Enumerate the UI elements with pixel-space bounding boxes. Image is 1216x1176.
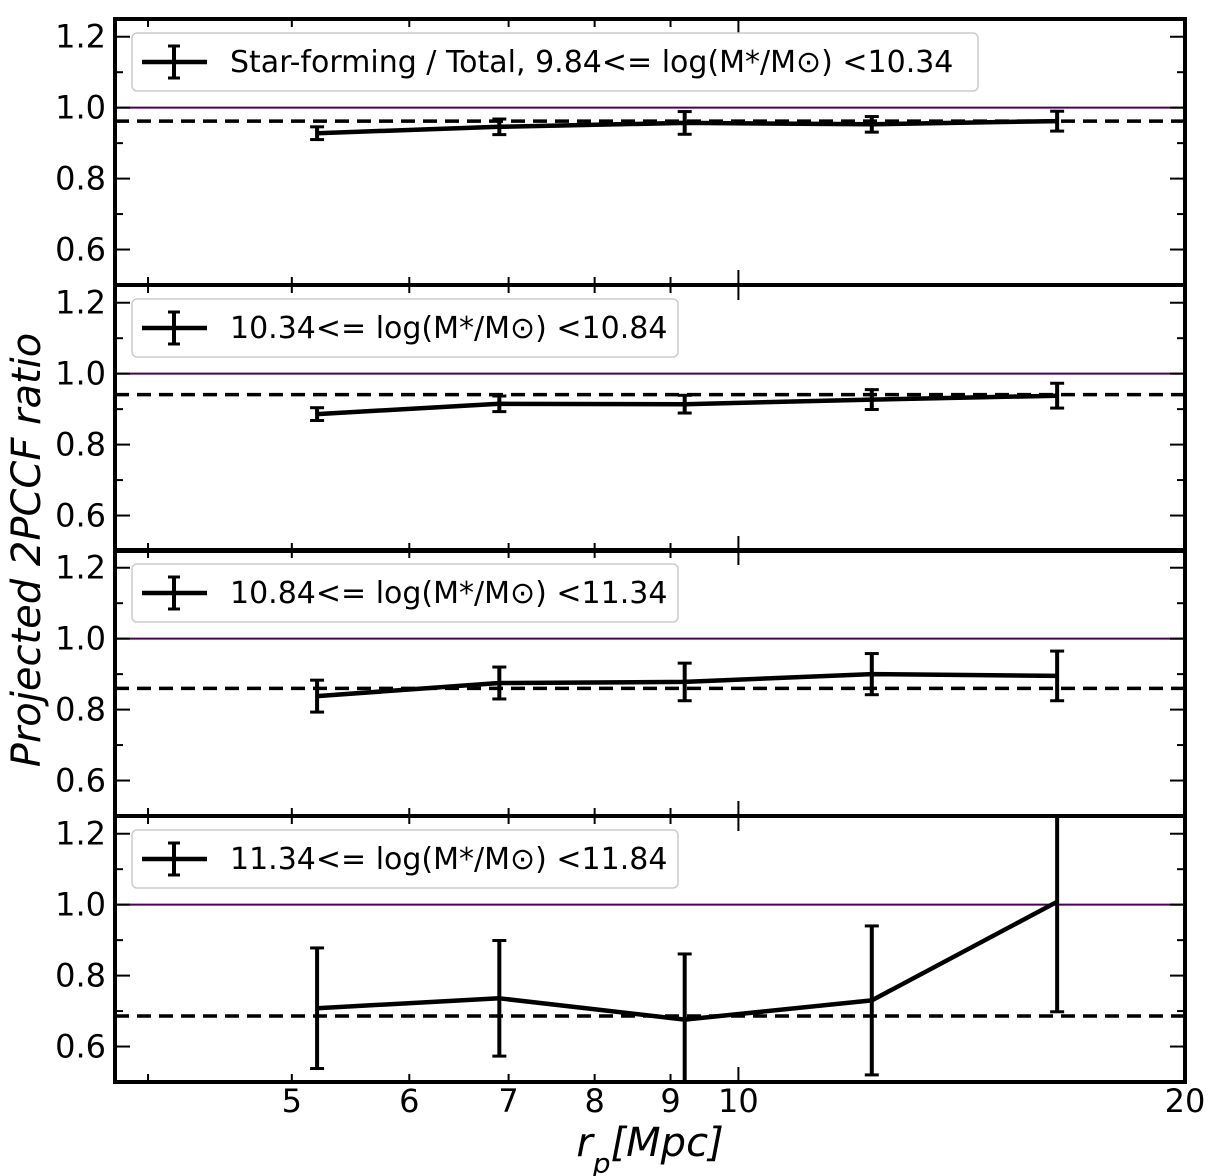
- legend: 10.34<= log(M*/M⊙) <10.84: [131, 298, 679, 358]
- panel-2: 0.6 0.8 1.0 1.2 10.34<= log(M*/M⊙) <10.84: [55, 283, 1187, 553]
- error-bar: [310, 125, 325, 142]
- data-group: [310, 816, 1065, 1082]
- y-tick-label: 0.8: [55, 426, 106, 464]
- y-tick-label: 1.2: [55, 815, 106, 853]
- data-group: [310, 109, 1065, 142]
- legend-frame: [131, 563, 679, 623]
- error-bar: [310, 678, 325, 714]
- legend-frame: [131, 298, 679, 358]
- error-bar: [677, 110, 692, 136]
- series-line: [317, 118, 1058, 136]
- y-tick-label: 1.0: [55, 886, 106, 924]
- legend: 10.84<= log(M*/M⊙) <11.34: [131, 563, 679, 623]
- y-axis-label: Projected 2PCCF ratio: [4, 333, 50, 768]
- data-group: [310, 381, 1065, 422]
- error-bar: [492, 665, 507, 701]
- x-tick-label: 20: [1165, 1082, 1206, 1120]
- error-bar: [864, 924, 879, 1077]
- y-tick-label: 1.0: [55, 620, 106, 658]
- error-bar: [677, 952, 692, 1082]
- panel-3: 0.6 0.8 1.0 1.2 10.84<= log(M*/M⊙) <11.34: [55, 548, 1187, 818]
- y-tick-label: 0.6: [55, 1028, 106, 1066]
- legend-label: 10.84<= log(M*/M⊙) <11.34: [230, 576, 667, 611]
- x-tick-label: 7: [498, 1082, 518, 1120]
- y-tick-label: 0.8: [55, 957, 106, 995]
- panels: 0.6 0.8 1.0 1.2 Star-forming / Total, 9.84<=…: [55, 17, 1187, 1084]
- error-bar: [1050, 381, 1065, 410]
- error-bar: [864, 388, 879, 411]
- y-tick-label: 1.0: [55, 89, 106, 127]
- x-tick-label: 6: [399, 1082, 419, 1120]
- error-bar: [310, 946, 325, 1071]
- y-tick-label: 0.8: [55, 160, 106, 198]
- x-tick-label: 8: [584, 1082, 604, 1120]
- error-bar: [1050, 649, 1065, 703]
- x-tick-label: 10: [718, 1082, 759, 1120]
- error-bar: [1050, 109, 1065, 133]
- error-bar: [492, 938, 507, 1058]
- legend-frame: [131, 829, 679, 889]
- error-bar: [864, 652, 879, 697]
- legend-label: 11.34<= log(M*/M⊙) <11.84: [230, 842, 667, 877]
- y-tick-label: 0.6: [55, 231, 106, 269]
- legend: 11.34<= log(M*/M⊙) <11.84: [131, 829, 679, 889]
- error-bar: [310, 406, 325, 422]
- x-axis-label: rp[Mpc]: [576, 1120, 723, 1176]
- x-tick-label: 9: [660, 1082, 680, 1120]
- legend-frame: [131, 32, 979, 92]
- error-bar: [492, 117, 507, 137]
- error-bar: [1050, 816, 1065, 1014]
- legend-label: Star-forming / Total, 9.84<= log(M*/M⊙) …: [230, 45, 953, 80]
- x-tick-label: 5: [282, 1082, 302, 1120]
- error-bar: [677, 393, 692, 415]
- error-bar: [677, 661, 692, 703]
- error-bar: [864, 115, 879, 134]
- panel-frame: [113, 814, 1187, 1084]
- series-line: [316, 671, 1058, 699]
- panel-1: 0.6 0.8 1.0 1.2 Star-forming / Total, 9.84<=…: [55, 17, 1187, 287]
- y-tick-label: 0.8: [55, 691, 106, 729]
- series-line: [316, 393, 1058, 417]
- y-tick-label: 0.6: [55, 762, 106, 800]
- x-axis: 5 6 7 8 9 10 20: [282, 1082, 1206, 1120]
- legend-label: 10.34<= log(M*/M⊙) <10.84: [230, 311, 667, 346]
- y-tick-label: 1.2: [55, 18, 106, 56]
- y-tick-label: 1.2: [55, 549, 106, 587]
- error-bar: [492, 394, 507, 414]
- panel-4: 0.6 0.8 1.0 1.2 11.34<= log(M*/M⊙) <11.84: [55, 814, 1187, 1084]
- y-tick-label: 1.2: [55, 284, 106, 322]
- data-group: [310, 649, 1065, 714]
- y-tick-label: 1.0: [55, 355, 106, 393]
- series-line: [316, 899, 1059, 1022]
- legend: Star-forming / Total, 9.84<= log(M*/M⊙) …: [131, 32, 979, 92]
- y-tick-label: 0.6: [55, 497, 106, 535]
